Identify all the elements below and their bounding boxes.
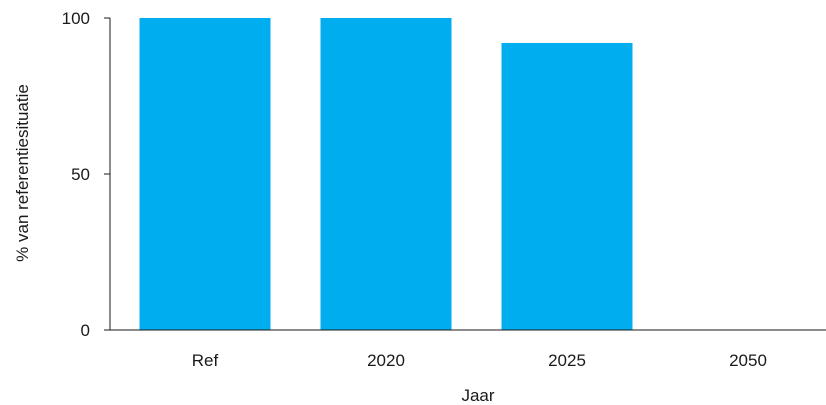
y-tick-label-50: 50 — [71, 165, 90, 184]
x-tick-label-2025: 2025 — [548, 351, 586, 370]
x-axis-title: Jaar — [461, 386, 494, 405]
x-ticks-group: Ref 2020 2025 2050 — [192, 351, 767, 370]
bar-Ref — [139, 18, 271, 330]
x-tick-label-Ref: Ref — [192, 351, 219, 370]
y-axis-title: % van referentiesituatie — [13, 84, 32, 262]
y-tick-label-0: 0 — [81, 321, 90, 340]
x-tick-label-2050: 2050 — [729, 351, 767, 370]
bar-2020 — [320, 18, 452, 330]
y-ticks-group: 0 50 100 — [62, 9, 110, 340]
x-tick-label-2020: 2020 — [367, 351, 405, 370]
y-tick-label-100: 100 — [62, 9, 90, 28]
bar-2025 — [501, 42, 633, 331]
bars-group — [139, 18, 633, 331]
